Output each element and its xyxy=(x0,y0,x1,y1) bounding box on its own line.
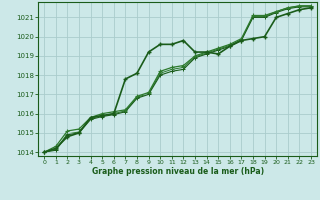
X-axis label: Graphe pression niveau de la mer (hPa): Graphe pression niveau de la mer (hPa) xyxy=(92,167,264,176)
